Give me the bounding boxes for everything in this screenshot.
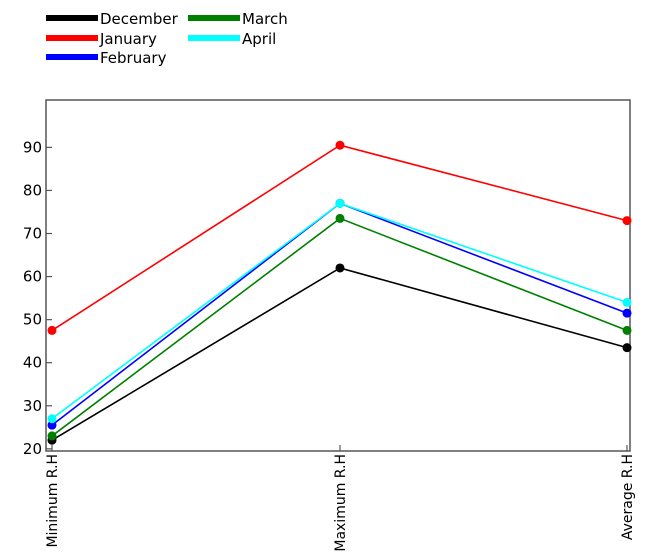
x-category-label: Minimum R.H	[45, 454, 61, 548]
legend-swatch	[188, 35, 240, 41]
y-axis: 20 30 40 50 60 70 80 90	[23, 138, 52, 458]
plot-area-frame	[45, 99, 631, 452]
legend-swatch	[46, 15, 98, 21]
series-december	[47, 263, 632, 445]
series-march	[47, 213, 632, 441]
legend-item: April	[188, 30, 276, 48]
data-point	[622, 297, 632, 307]
legend-label: April	[242, 30, 276, 48]
data-point	[47, 414, 57, 424]
data-point	[335, 140, 345, 150]
x-axis: Minimum R.H Maximum R.H Average R.H	[45, 445, 636, 552]
legend-label: March	[242, 10, 288, 28]
y-tick-label: 70	[23, 225, 42, 243]
legend-label: February	[100, 49, 167, 67]
legend-item: March	[188, 10, 288, 28]
y-tick-label: 30	[23, 397, 42, 415]
legend-item: February	[46, 49, 167, 67]
y-tick-label: 80	[23, 181, 42, 199]
series-line	[51, 217, 628, 437]
legend-item: December	[46, 10, 179, 28]
series-january	[47, 140, 632, 335]
data-point	[335, 263, 345, 273]
data-point	[335, 198, 345, 208]
series-line	[51, 202, 628, 420]
series-february	[47, 198, 632, 430]
legend-item: January	[46, 30, 157, 48]
y-tick-label: 90	[23, 138, 42, 156]
data-point	[47, 325, 57, 335]
legend-label: December	[100, 10, 179, 28]
series-april	[47, 198, 632, 424]
legend-swatch	[46, 54, 98, 60]
data-point	[47, 420, 57, 430]
x-category-label: Maximum R.H	[333, 454, 349, 552]
legend-label: January	[99, 30, 157, 48]
y-tick-label: 50	[23, 311, 42, 329]
legend-swatch	[188, 15, 240, 21]
data-point	[622, 343, 632, 353]
data-point	[47, 431, 57, 441]
series-line	[51, 144, 628, 332]
data-point	[622, 325, 632, 335]
x-category-label: Average R.H	[620, 454, 636, 540]
y-tick-label: 40	[23, 354, 42, 372]
series-layer	[47, 140, 632, 445]
data-point	[335, 213, 345, 223]
data-point	[622, 308, 632, 318]
data-point	[622, 216, 632, 226]
y-tick-label: 60	[23, 268, 42, 286]
y-tick-label: 20	[23, 440, 42, 458]
series-line	[51, 202, 628, 426]
legend-swatch	[46, 35, 98, 41]
